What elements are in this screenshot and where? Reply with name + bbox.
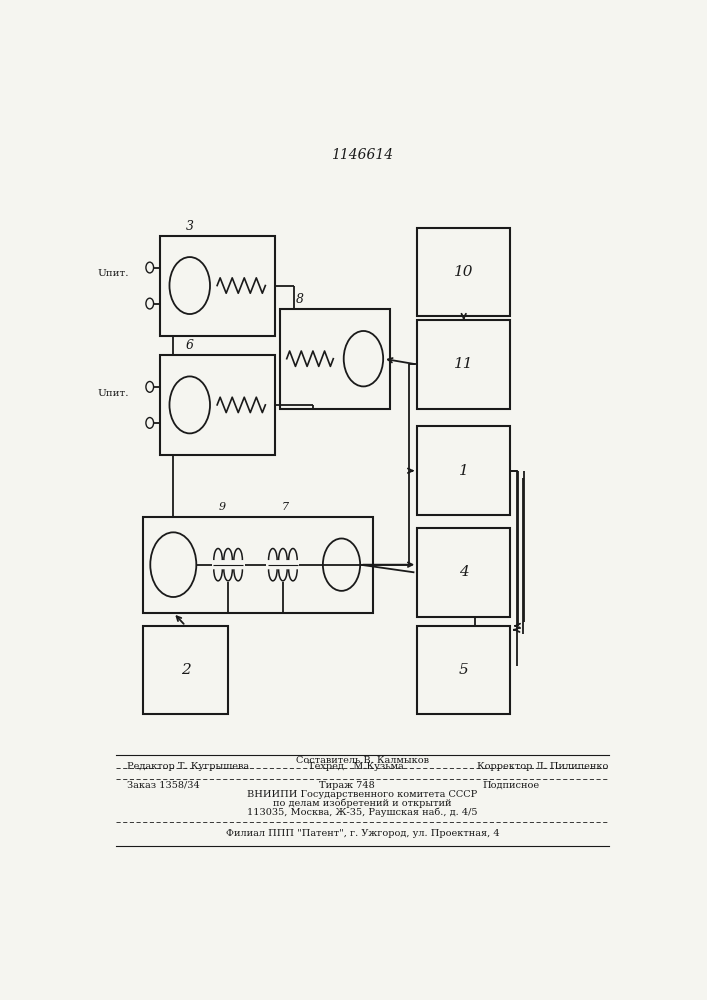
Text: 113035, Москва, Ж-35, Раушская наб., д. 4/5: 113035, Москва, Ж-35, Раушская наб., д. …: [247, 807, 478, 817]
Bar: [417, 626, 510, 714]
Text: Редактор Т. Кугрышева: Редактор Т. Кугрышева: [127, 762, 249, 771]
Bar: [160, 355, 275, 455]
Text: 6: 6: [186, 339, 194, 352]
Text: Uпит.: Uпит.: [98, 389, 129, 398]
Bar: [417, 228, 510, 316]
Bar: [144, 626, 228, 714]
Text: Филиал ППП "Патент", г. Ужгород, ул. Проектная, 4: Филиал ППП "Патент", г. Ужгород, ул. Про…: [226, 829, 499, 838]
Text: 2: 2: [181, 663, 190, 677]
Text: 3: 3: [186, 220, 194, 233]
Text: Подписное: Подписное: [483, 781, 540, 790]
Bar: [160, 235, 275, 336]
Text: 11: 11: [454, 357, 474, 371]
Bar: [417, 528, 510, 617]
Bar: [417, 320, 510, 409]
Text: Корректор Л. Пилипенко: Корректор Л. Пилипенко: [477, 762, 609, 771]
Text: по делам изобретений и открытий: по делам изобретений и открытий: [273, 798, 452, 808]
Text: 5: 5: [459, 663, 469, 677]
Text: 8: 8: [296, 293, 303, 306]
Text: 7: 7: [282, 502, 289, 512]
Text: Составитель В. Калмыков: Составитель В. Калмыков: [296, 756, 429, 765]
Text: 4: 4: [459, 565, 469, 579]
Text: 1146614: 1146614: [332, 148, 393, 162]
Bar: [144, 517, 373, 613]
Text: Uпит.: Uпит.: [98, 269, 129, 278]
Text: 10: 10: [454, 265, 474, 279]
Text: 1: 1: [459, 464, 469, 478]
Text: Заказ 1358/34: Заказ 1358/34: [127, 781, 199, 790]
Bar: [417, 426, 510, 515]
Text: ВНИИПИ Государственного комитета СССР: ВНИИПИ Государственного комитета СССР: [247, 790, 477, 799]
Text: Техред   М.Кузьма: Техред М.Кузьма: [308, 762, 403, 771]
Text: Тираж 748: Тираж 748: [319, 781, 374, 790]
Text: 9: 9: [219, 502, 226, 512]
Bar: [280, 309, 390, 409]
